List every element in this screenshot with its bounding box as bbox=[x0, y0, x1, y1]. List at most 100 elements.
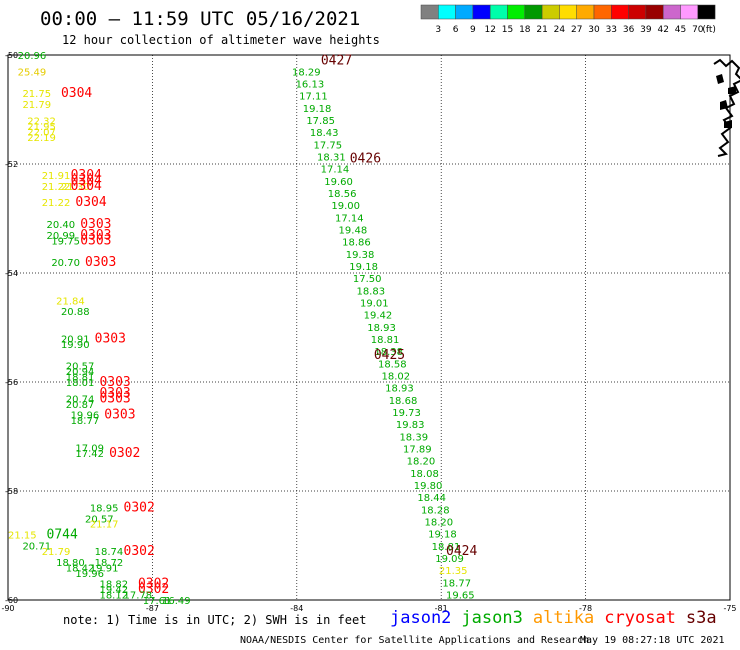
legend-item: jason2 bbox=[390, 608, 452, 628]
pass-time-label: 0427 bbox=[321, 53, 352, 68]
swh-value-label: 18.95 bbox=[90, 503, 119, 514]
swh-value-label: 19.91 bbox=[90, 563, 119, 574]
swh-value-label: 19.65 bbox=[446, 591, 475, 602]
swh-value-label: 19.18 bbox=[303, 104, 332, 115]
swh-value-label: 18.80 bbox=[56, 558, 85, 569]
swh-value-label: 21.17 bbox=[90, 520, 119, 531]
pass-time-label: 0302 bbox=[109, 446, 140, 461]
x-tick-label: -84 bbox=[290, 604, 303, 613]
y-tick-label: -52 bbox=[5, 160, 18, 169]
swh-value-label: 17.78 bbox=[124, 591, 153, 602]
swh-value-label: 17.50 bbox=[353, 274, 382, 285]
pass-time-label: 0304 bbox=[75, 195, 106, 210]
footer-credit: NOAA/NESDIS Center for Satellite Applica… bbox=[240, 635, 590, 646]
swh-value-label: 18.83 bbox=[356, 286, 385, 297]
pass-time-label: 0304 bbox=[71, 168, 102, 183]
swh-value-label: 17.85 bbox=[306, 116, 335, 127]
pass-time-label: 0303 bbox=[104, 408, 135, 423]
legend-item: altika bbox=[532, 608, 595, 628]
swh-value-label: 19.00 bbox=[331, 201, 360, 212]
swh-value-label: 19.42 bbox=[364, 311, 393, 322]
pass-time-label: 0425 bbox=[374, 348, 405, 363]
legend-item: s3a bbox=[685, 608, 717, 628]
color-scale-label: 33 bbox=[606, 25, 617, 35]
swh-value-label: 18.28 bbox=[421, 505, 450, 516]
color-scale-label: 3 bbox=[435, 25, 441, 35]
swh-value-label: 19.60 bbox=[324, 177, 353, 188]
swh-value-label: 19.09 bbox=[435, 554, 464, 565]
pass-time-label: 0303 bbox=[95, 331, 126, 346]
swh-value-label: 19.38 bbox=[346, 250, 375, 261]
swh-value-label: 20.57 bbox=[85, 514, 114, 525]
swh-value-label: 18.43 bbox=[310, 128, 339, 139]
pass-time-label: 0304 bbox=[61, 86, 92, 101]
pass-time-label: 0303 bbox=[99, 386, 130, 401]
swh-value-label: 20.40 bbox=[47, 220, 76, 231]
pass-time-label: 0744 bbox=[47, 528, 78, 543]
swh-value-label: 19.73 bbox=[392, 408, 421, 419]
swh-value-label: 21.79 bbox=[42, 547, 71, 558]
color-scale-label: 45 bbox=[675, 25, 686, 35]
pass-time-label: 0302 bbox=[124, 500, 155, 515]
swh-value-label: 21.79 bbox=[22, 100, 51, 111]
swh-value-label: 20.87 bbox=[66, 400, 95, 411]
color-scale-label: 30 bbox=[588, 25, 600, 35]
swh-value-label: 21.84 bbox=[56, 296, 85, 307]
swh-value-label: 17.89 bbox=[403, 445, 432, 456]
pass-time-label: 0303 bbox=[99, 391, 130, 406]
swh-value-label: 19.18 bbox=[349, 262, 378, 273]
pass-time-label: 0303 bbox=[99, 375, 130, 390]
color-scale-label: 9 bbox=[470, 25, 476, 35]
color-swatch bbox=[697, 4, 716, 20]
color-scale-label: 21 bbox=[536, 25, 547, 35]
swh-value-label: 18.12 bbox=[99, 591, 128, 602]
legend-item: jason3 bbox=[461, 608, 523, 628]
swh-value-label: 18.29 bbox=[292, 67, 321, 78]
color-scale-bar: 3 6 9 12 15 18 21 24 27 30 33 36 39 42 45 70(ft) bbox=[420, 4, 716, 35]
y-tick-label: -56 bbox=[5, 378, 18, 387]
pass-time-label: 0424 bbox=[446, 544, 477, 559]
swh-value-label: 18.56 bbox=[328, 189, 357, 200]
swh-value-label: 18.20 bbox=[407, 457, 436, 468]
swh-value-label: 18.31 bbox=[317, 153, 346, 164]
swh-value-label: 18.02 bbox=[382, 372, 411, 383]
swh-value-label: 20.94 bbox=[66, 367, 95, 378]
swh-value-label: 17.42 bbox=[75, 449, 104, 460]
swh-value-label: 18.68 bbox=[389, 396, 418, 407]
swh-value-label: 21.15 bbox=[8, 531, 37, 542]
color-scale-label: 24 bbox=[554, 25, 566, 35]
color-scale-label: 15 bbox=[502, 25, 513, 35]
x-tick-label: -81 bbox=[435, 604, 448, 613]
pass-time-label: 0303 bbox=[80, 217, 111, 232]
swh-value-label: 18.58 bbox=[378, 359, 407, 370]
swh-value-label: 19.01 bbox=[360, 299, 389, 310]
x-tick-label: -90 bbox=[1, 604, 14, 613]
pass-time-label: 0303 bbox=[80, 233, 111, 248]
swh-value-label: 18.77 bbox=[442, 578, 471, 589]
swh-value-label: 22.19 bbox=[27, 133, 56, 144]
footer-generated: May 19 08:27:18 UTC 2021 bbox=[580, 635, 725, 646]
color-scale-label: 12 bbox=[484, 25, 495, 35]
swh-value-label: 17.11 bbox=[299, 92, 328, 103]
swh-value-label: 18.01 bbox=[66, 378, 95, 389]
color-scale-label: 39 bbox=[640, 25, 652, 35]
swh-value-label: 17.14 bbox=[335, 213, 364, 224]
swh-value-label: 21.30 bbox=[61, 182, 90, 193]
swh-value-label: 19.96 bbox=[71, 411, 100, 422]
swh-value-label: 18.20 bbox=[425, 518, 454, 529]
page-subtitle: 12 hour collection of altimeter wave hei… bbox=[62, 33, 380, 47]
swh-value-label: 20.57 bbox=[66, 362, 95, 373]
swh-value-label: 17.61 bbox=[143, 596, 172, 607]
x-tick-label: -75 bbox=[723, 604, 736, 613]
swh-value-label: 20.70 bbox=[51, 258, 80, 269]
swh-value-label: 18.81 bbox=[66, 373, 95, 384]
swh-value-label: 19.18 bbox=[428, 530, 457, 541]
x-tick-label: -87 bbox=[146, 604, 159, 613]
swh-value-label: 21.91 bbox=[42, 171, 71, 182]
swh-value-label: 25.49 bbox=[18, 67, 47, 78]
y-tick-label: -54 bbox=[5, 269, 18, 278]
color-scale-label: 27 bbox=[571, 25, 582, 35]
coastline-islands bbox=[713, 58, 740, 157]
